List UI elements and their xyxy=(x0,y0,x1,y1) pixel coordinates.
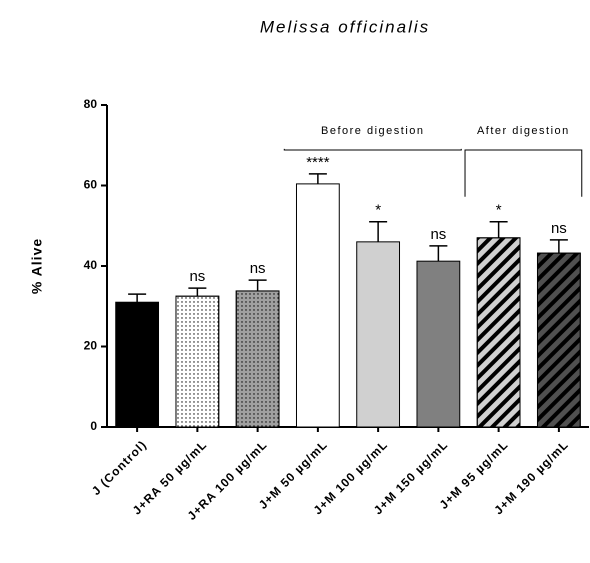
x-tick-label: J (Control) xyxy=(89,437,150,498)
error-bar xyxy=(128,293,147,303)
bar-pattern xyxy=(235,290,280,428)
bar xyxy=(295,183,340,428)
significance-label: ns xyxy=(551,220,567,237)
error-bar xyxy=(308,173,327,184)
significance-label: ns xyxy=(250,260,266,277)
error-bar xyxy=(369,220,388,242)
bracket-label: Before digestion xyxy=(321,125,425,137)
significance-label: * xyxy=(375,202,381,219)
chart-title: Melissa officinalis xyxy=(260,17,430,36)
bar xyxy=(356,241,401,428)
significance-label: * xyxy=(496,202,502,219)
y-tick-label: 80 xyxy=(84,97,98,111)
error-bar xyxy=(248,279,267,291)
bar-pattern xyxy=(536,252,581,428)
y-tick-label: 60 xyxy=(84,178,98,192)
bar-pattern xyxy=(476,237,521,428)
bar xyxy=(115,301,160,428)
error-bar xyxy=(188,287,207,297)
bracket xyxy=(283,148,462,151)
significance-label: ns xyxy=(430,226,446,243)
bracket xyxy=(464,149,583,197)
y-axis-label: % Alive xyxy=(29,238,45,294)
bar-pattern xyxy=(175,295,220,428)
error-bar xyxy=(549,239,568,254)
bracket-label: After digestion xyxy=(477,125,570,137)
y-tick-label: 20 xyxy=(84,339,98,353)
error-bar xyxy=(489,220,508,238)
significance-label: **** xyxy=(306,154,330,171)
y-tick-label: 0 xyxy=(90,419,97,433)
y-tick-label: 40 xyxy=(84,258,98,272)
error-bar xyxy=(429,245,448,262)
significance-label: ns xyxy=(189,268,205,285)
bar xyxy=(416,260,461,428)
